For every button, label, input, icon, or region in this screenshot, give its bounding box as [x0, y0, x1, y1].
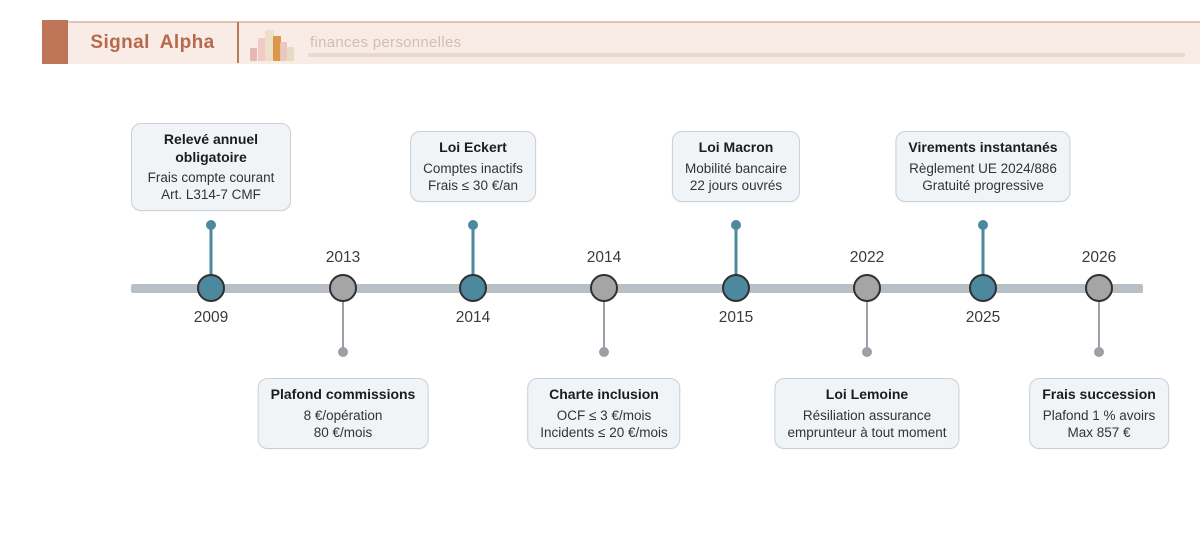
timeline-node [329, 274, 357, 302]
callout-title: Relevé annuel obligatoire [163, 131, 259, 165]
year-label: 2015 [718, 309, 754, 326]
callout-line: Incidents ≤ 20 €/mois [540, 424, 668, 440]
timeline-axis [131, 284, 1143, 293]
callout-line: Art. L314-7 CMF [161, 187, 261, 202]
brand-accent-square [42, 20, 68, 64]
connector-dot [862, 347, 872, 357]
timeline-node [1085, 274, 1113, 302]
logo-bar [265, 30, 274, 61]
callout-line: Résiliation assurance [802, 407, 932, 423]
callout-line: Gratuité progressive [922, 177, 1044, 193]
year-label: 2014 [586, 249, 622, 266]
callout-box: Charte inclusion OCF ≤ 3 €/mois Incident… [527, 378, 681, 449]
callout-title: Plafond commissions [270, 386, 416, 402]
connector-dot [206, 220, 216, 230]
connector-dot [599, 347, 609, 357]
callout-box: Loi Lemoine Résiliation assurance emprun… [774, 378, 960, 449]
timeline-node [722, 274, 750, 302]
connector-dot [731, 220, 741, 230]
header-divider [237, 22, 239, 63]
callout-title: Loi Eckert [439, 139, 507, 155]
timeline-node [459, 274, 487, 302]
tagline-underline [308, 53, 1185, 57]
callout-line: OCF ≤ 3 €/mois [556, 407, 652, 423]
connector-dot [338, 347, 348, 357]
year-label: 2025 [965, 309, 1001, 326]
logo-bar [250, 48, 257, 61]
callout-line: Comptes inactifs [423, 160, 523, 176]
callout-title: Virements instantanés [908, 139, 1058, 155]
callout-line: Frais ≤ 30 €/an [428, 177, 518, 193]
callout-title: Charte inclusion [549, 386, 659, 402]
timeline-node [853, 274, 881, 302]
connector-stem [342, 288, 344, 352]
logo-bar [258, 38, 266, 61]
callout-title: Loi Lemoine [825, 386, 909, 402]
callout-title: Loi Macron [698, 139, 774, 155]
year-label: 2014 [455, 309, 491, 326]
logo-bar [280, 42, 287, 61]
callout-box: Virements instantanés Règlement UE 2024/… [895, 131, 1071, 202]
connector-stem [603, 288, 605, 352]
callout-box: Loi Macron Mobilité bancaire 22 jours ou… [671, 131, 801, 202]
connector-stem [1098, 288, 1100, 352]
callout-line: Mobilité bancaire [684, 160, 788, 176]
logo-bar [287, 47, 294, 61]
callout-line: Max 857 € [1067, 424, 1131, 440]
connector-stem [734, 225, 738, 288]
year-label: 2009 [193, 309, 229, 326]
callout-title: Frais succession [1042, 386, 1156, 402]
callout-box: Plafond commissions 8 €/opération 80 €/m… [257, 378, 429, 449]
timeline-node [590, 274, 618, 302]
connector-dot [468, 220, 478, 230]
logo-bar [273, 36, 281, 61]
callout-box: Frais succession Plafond 1 % avoirs Max … [1029, 378, 1169, 449]
timeline-node [969, 274, 997, 302]
timeline-node [197, 274, 225, 302]
year-label: 2013 [325, 249, 361, 266]
callout-line: 22 jours ouvrés [689, 177, 783, 193]
header-tagline: finances personnelles [310, 34, 462, 51]
connector-dot [1094, 347, 1104, 357]
callout-box: Loi Eckert Comptes inactifs Frais ≤ 30 €… [410, 131, 536, 202]
connector-stem [981, 225, 985, 288]
callout-line: emprunteur à tout moment [787, 424, 947, 440]
brand-title: Signal Alpha [90, 31, 215, 53]
callout-box: Relevé annuel obligatoire Frais compte c… [131, 123, 291, 211]
connector-dot [978, 220, 988, 230]
callout-line: 8 €/opération [303, 407, 383, 423]
callout-line: 80 €/mois [313, 424, 373, 440]
connector-stem [471, 225, 475, 288]
year-label: 2022 [849, 249, 885, 266]
bar-chart-logo-icon [246, 28, 296, 62]
callout-line: Plafond 1 % avoirs [1042, 407, 1156, 423]
callout-line: Règlement UE 2024/886 [909, 160, 1057, 176]
connector-stem [866, 288, 868, 352]
connector-stem [209, 225, 213, 288]
callout-line: Frais compte courant [147, 170, 275, 185]
year-label: 2026 [1081, 249, 1117, 266]
